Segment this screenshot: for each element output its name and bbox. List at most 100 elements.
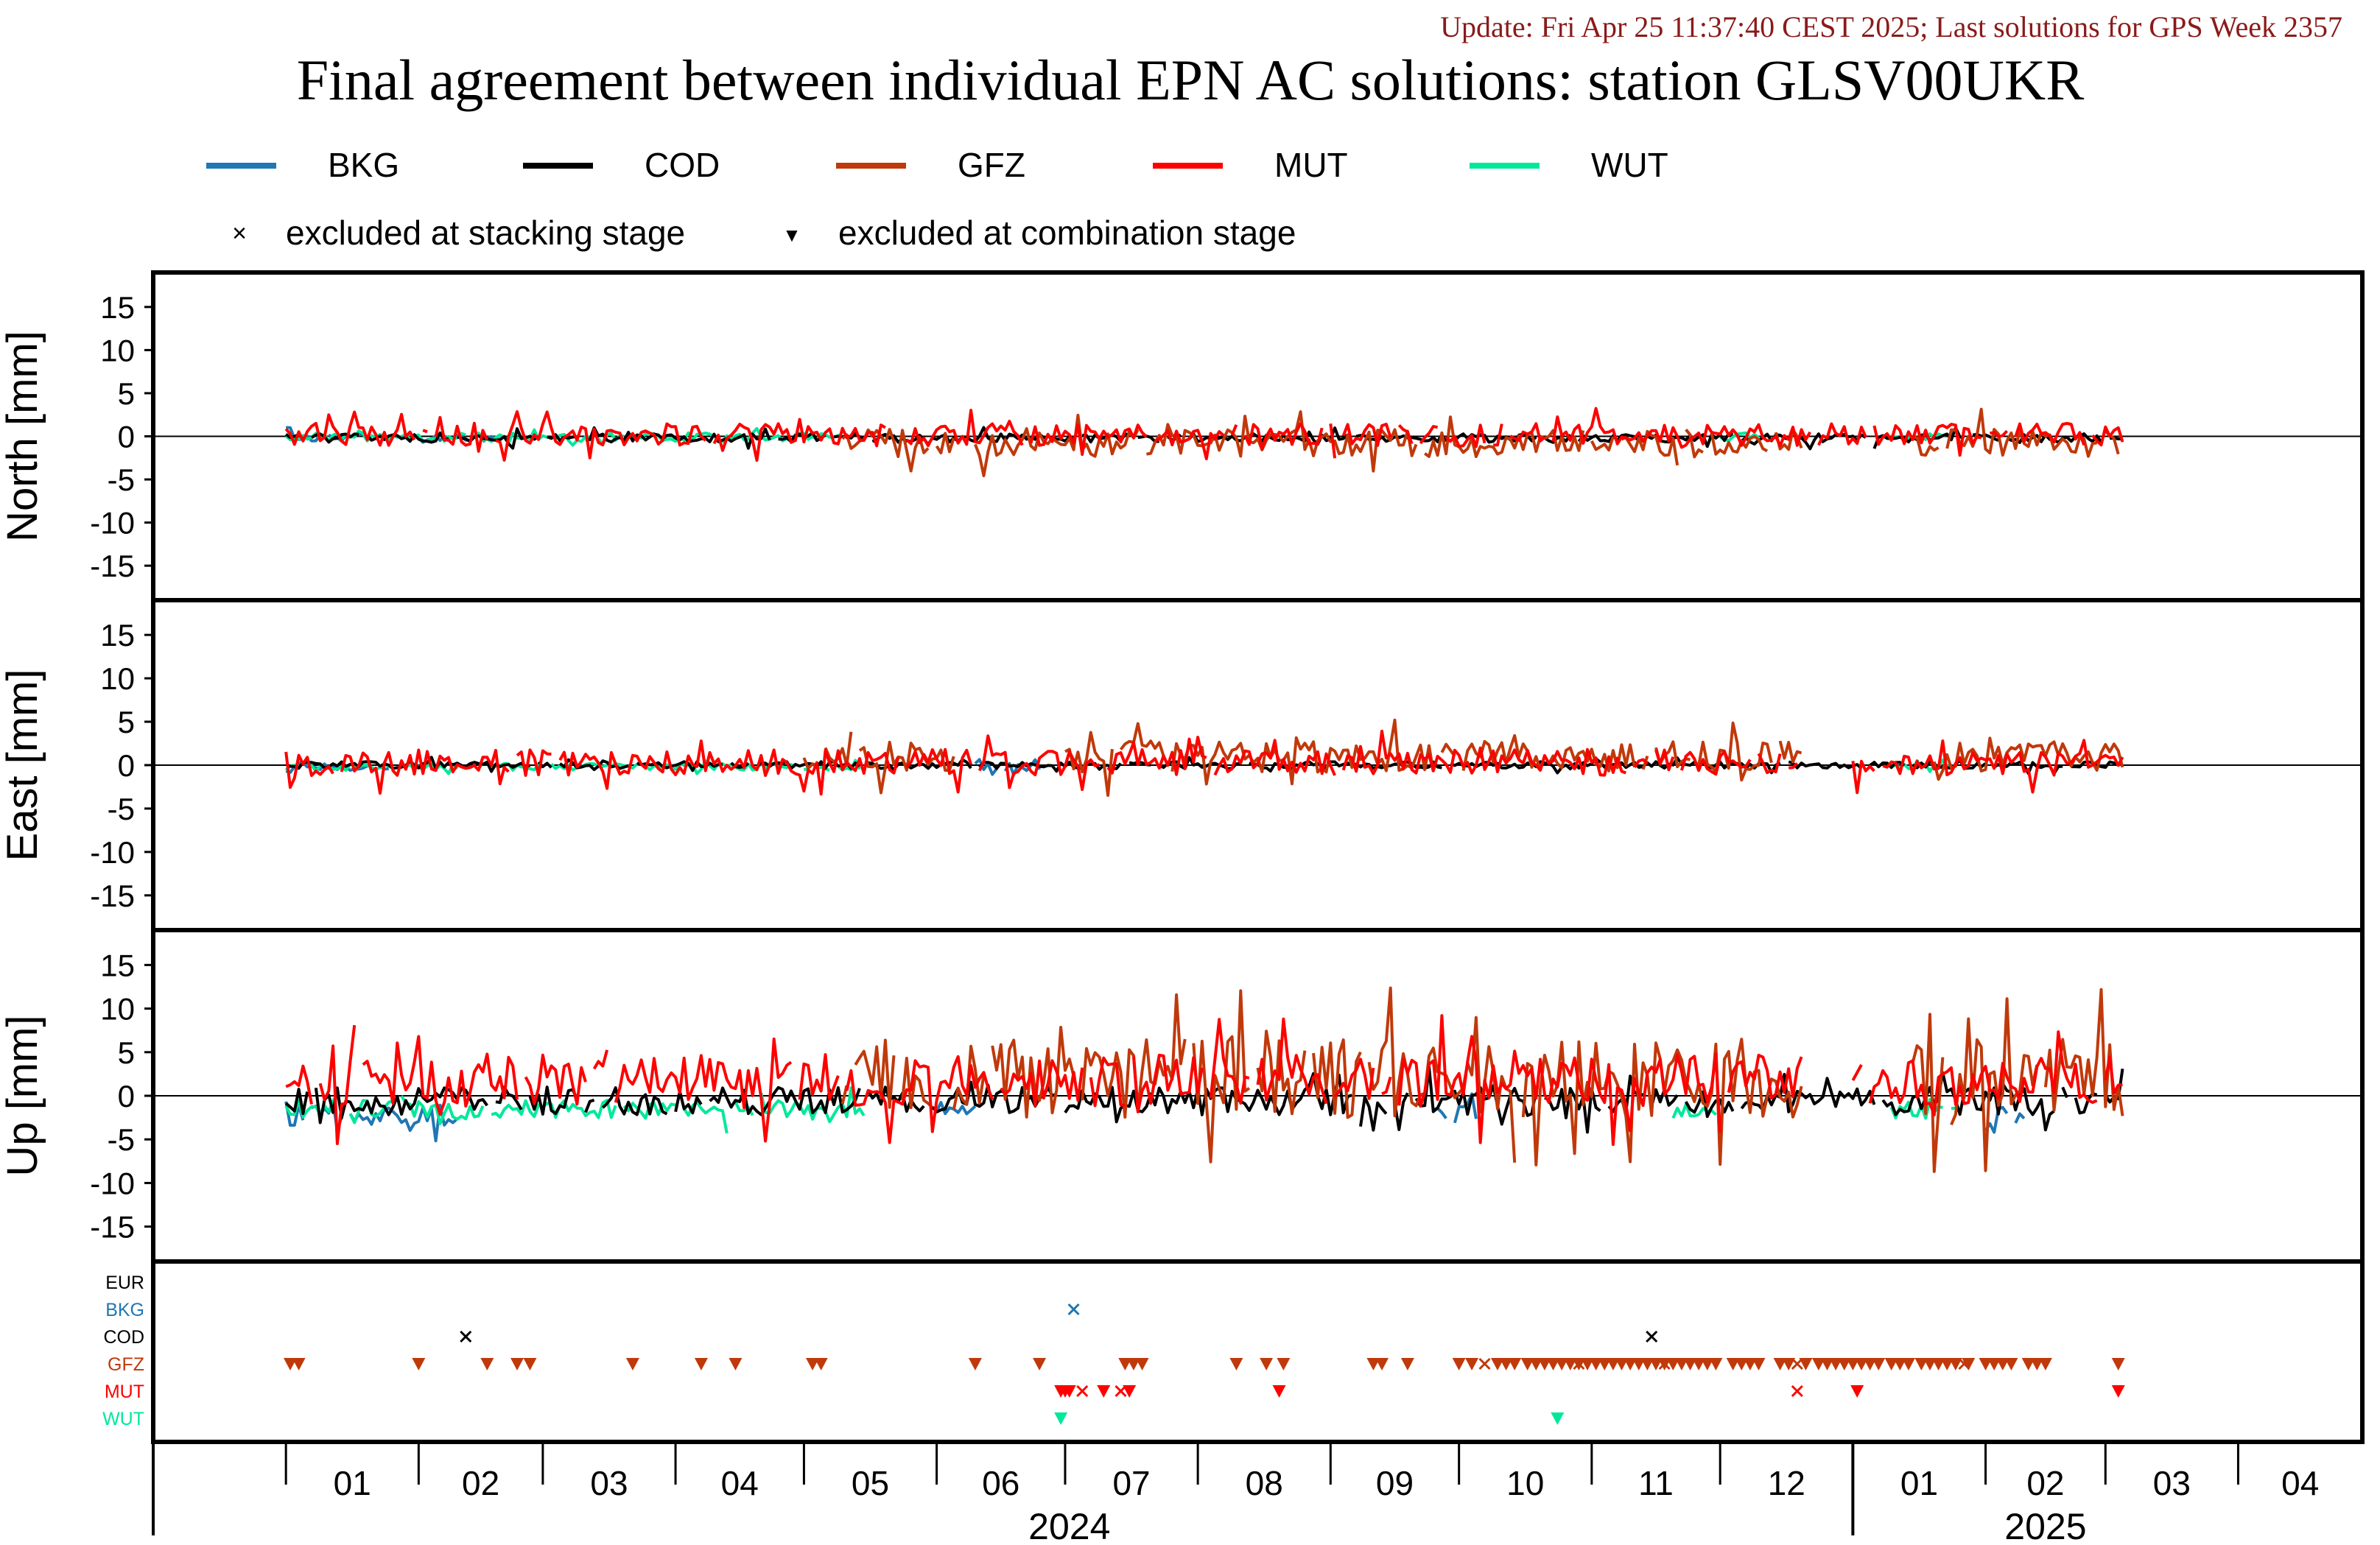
exclusion-combination-mark-gfz [2038, 1358, 2052, 1370]
exclusion-combination-mark-gfz [1773, 1358, 1787, 1370]
exclusion-combination-mark-gfz [1118, 1358, 1132, 1370]
chart-title: Final agreement between individual EPN A… [297, 48, 2084, 112]
exclusion-combination-mark-gfz [1537, 1358, 1551, 1370]
cross-stroke [1958, 1357, 1970, 1370]
series-line-mut [798, 1053, 840, 1101]
series-line-cod [584, 1098, 595, 1113]
exclusion-combination-mark-gfz [1229, 1358, 1243, 1370]
series-line-gfz [1170, 718, 1435, 786]
series-line-bkg [1984, 1105, 2009, 1134]
legend-marker-label: excluded at stacking stage [286, 214, 685, 252]
exclusion-combination-mark-gfz [1872, 1358, 1886, 1370]
exclusion-combination-mark-gfz [1962, 1358, 1976, 1370]
series-line-mut [1106, 736, 1207, 776]
series-line-cod [1359, 1095, 1388, 1132]
plot-panels: -15 -10 -5 0 5 10 15 North [mm] -15 -10 -5 0 5 10 15 Ea… [0, 270, 2365, 1264]
series-line-mut [2104, 1055, 2123, 1095]
panel-north: -15 -10 -5 0 5 10 15 North [mm] [0, 270, 2365, 602]
exclusion-combination-mark-gfz [1640, 1358, 1654, 1370]
series-line-gfz [1367, 986, 1517, 1163]
y-axis-label: North [mm] [0, 331, 46, 542]
exclusion-stacking-mark-gfz [1573, 1357, 1585, 1370]
series-line-mut [1868, 1030, 2098, 1116]
series-line-gfz [1911, 1013, 1945, 1173]
exclusion-row-label-wut: WUT [102, 1409, 144, 1429]
series-line-cod [709, 1085, 861, 1116]
y-tick-label: 0 [118, 748, 135, 783]
cross-stroke [1067, 1303, 1080, 1316]
month-label: 05 [852, 1464, 889, 1502]
legend-marker-symbol: ▼ [782, 224, 801, 246]
series-line-mut [1788, 762, 1799, 770]
series-line-mut [1654, 748, 1675, 772]
exclusion-combination-mark-gfz [1490, 1358, 1504, 1370]
cross-stroke [460, 1330, 472, 1343]
series-line-gfz [1192, 989, 1251, 1164]
exclusion-combination-mark-gfz [1735, 1358, 1749, 1370]
legend-marker-symbol: × [232, 219, 247, 247]
month-label: 12 [1768, 1464, 1805, 1502]
series-line-gfz [1440, 742, 1456, 758]
series-line-mut [1872, 423, 1982, 457]
y-tick-label: -15 [90, 549, 135, 583]
series-line-mut [284, 751, 334, 789]
exclusion-stacking-mark-cod [460, 1330, 472, 1343]
exclusion-combination-mark-gfz [2111, 1358, 2125, 1370]
series-line-cod [1393, 1092, 1409, 1131]
series-line-cod [1869, 761, 1906, 770]
series-line-gfz [841, 428, 930, 473]
exclusion-combination-mark-mut [1272, 1385, 1286, 1398]
series-line-mut [1990, 429, 2009, 438]
series-line-cod [284, 1088, 309, 1116]
exclusion-stacking-mark-mut [1114, 1384, 1127, 1398]
exclusion-combination-mark-gfz [1854, 1358, 1868, 1370]
cross-stroke [1573, 1357, 1585, 1370]
series-line-cod [1414, 1065, 1538, 1126]
series-line-gfz [1590, 436, 1615, 452]
exclusion-combination-mark-gfz [1829, 1358, 1843, 1370]
exclusion-combination-mark-wut [1054, 1412, 1068, 1425]
month-label: 03 [590, 1464, 628, 1502]
series-line-mut [1230, 424, 1238, 436]
series-line-mut [1341, 423, 1392, 447]
exclusion-combination-mark-gfz [1606, 1358, 1620, 1370]
series-line-cod [1797, 432, 1867, 451]
month-label: 06 [982, 1464, 1019, 1502]
y-tick-label: 5 [118, 376, 135, 411]
exclusion-combination-mark-gfz [1520, 1358, 1534, 1370]
exclusion-combination-mark-gfz [2021, 1358, 2035, 1370]
legend-item-wut: WUT [1470, 146, 1668, 184]
exclusion-row-label-bkg: BKG [105, 1300, 144, 1320]
series-line-mut [1633, 758, 1649, 769]
y-tick-label: 5 [118, 705, 135, 739]
exclusion-combination-mark-gfz [1820, 1358, 1834, 1370]
series-line-mut [712, 418, 886, 462]
series-line-cod [495, 1085, 523, 1111]
series-line-mut [1397, 1014, 1722, 1147]
exclusion-row-label-gfz: GFZ [108, 1354, 144, 1375]
exclusion-combination-mark-gfz [283, 1358, 297, 1370]
exclusion-combination-mark-gfz [2030, 1358, 2044, 1370]
exclusion-combination-mark-gfz [1546, 1358, 1560, 1370]
series-line-bkg [2014, 1112, 2026, 1124]
update-text: Update: Fri Apr 25 11:37:40 CEST 2025; L… [1440, 10, 2342, 43]
exclusion-combination-mark-gfz [1914, 1358, 1928, 1370]
exclusion-combination-mark-gfz [1555, 1358, 1569, 1370]
exclusion-combination-mark-gfz [1837, 1358, 1851, 1370]
series-line-cod [978, 761, 1123, 773]
series-line-mut [2091, 425, 2124, 447]
exclusion-combination-mark-gfz [1666, 1358, 1680, 1370]
series-line-mut [1509, 422, 1546, 443]
exclusion-combination-mark-gfz [480, 1358, 494, 1370]
y-tick-label: -10 [90, 506, 135, 541]
exclusion-combination-mark-gfz [1623, 1358, 1637, 1370]
series-line-gfz [1697, 721, 1773, 782]
series-line-wut [759, 1086, 866, 1124]
y-tick-label: -5 [108, 792, 135, 826]
y-tick-label: 10 [100, 661, 135, 696]
legend-label: MUT [1274, 146, 1348, 184]
exclusion-stacking-mark-gfz [1791, 1357, 1803, 1370]
exclusion-combination-mark-gfz [1452, 1358, 1466, 1370]
exclusion-combination-mark-gfz [1726, 1358, 1740, 1370]
series-line-gfz [1950, 997, 2039, 1172]
